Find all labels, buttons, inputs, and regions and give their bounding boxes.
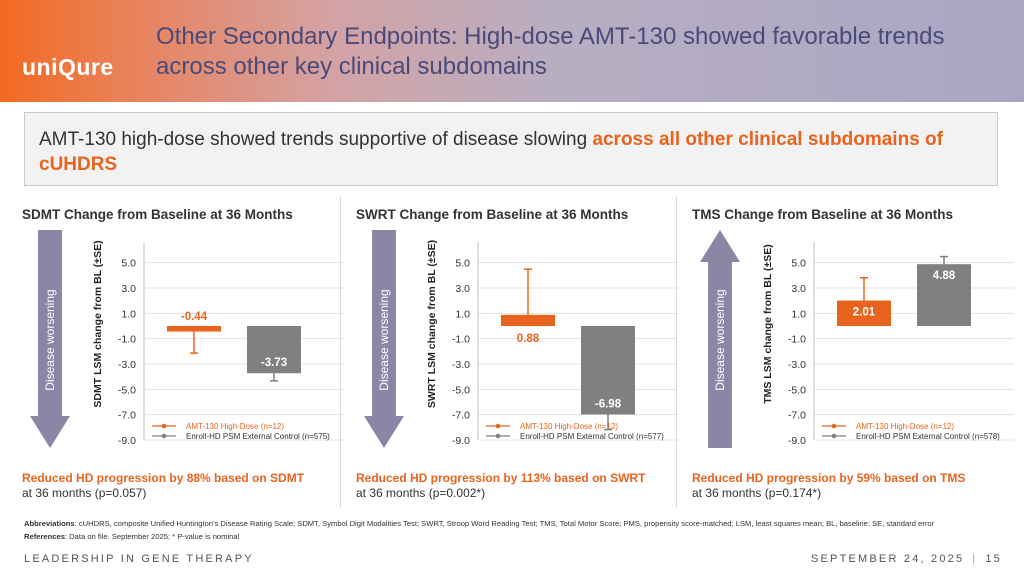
- y-tick-label: -9.0: [118, 435, 136, 447]
- references-note: References: Data on file. September 2025…: [24, 531, 1004, 542]
- references-label: References: [24, 532, 65, 541]
- key-message-box: AMT-130 high-dose showed trends supporti…: [24, 112, 998, 186]
- legend-label: Enroll-HD PSM External Control (n=577): [520, 432, 664, 441]
- summary-headline: Reduced HD progression by 88% based on S…: [22, 471, 305, 485]
- footnotes: Abbreviations: cUHDRS, composite Unified…: [24, 518, 1004, 542]
- y-axis-label: TMS LSM change from BL (±SE): [762, 244, 774, 404]
- y-tick-label: -7.0: [788, 410, 806, 422]
- swrt-bar-chart: 5.0 3.0 1.0 -1.0 -3.0 -5.0 -7.0 -9.0 0.88 -6.98 AM…: [452, 242, 678, 447]
- y-tick-label: -1.0: [788, 334, 806, 346]
- key-message-highlight: across all other clinical subdomains of …: [39, 129, 943, 175]
- chart-summary: Reduced HD progression by 59% based on T…: [692, 471, 965, 501]
- legend-marker: [161, 423, 167, 429]
- y-tick-label: -5.0: [118, 384, 136, 396]
- page-number: 15: [985, 553, 1002, 565]
- footer-separator: |: [972, 553, 978, 565]
- key-message-text: AMT-130 high-dose showed trends supporti…: [39, 129, 593, 150]
- y-tick-label: -7.0: [118, 410, 136, 422]
- footer-tagline: LEADERSHIP IN GENE THERAPY: [24, 553, 254, 565]
- key-message: AMT-130 high-dose showed trends supporti…: [39, 127, 979, 177]
- chart-summary: Reduced HD progression by 88% based on S…: [22, 471, 304, 501]
- swrt-chart-panel: SWRT Change from Baseline at 36 Months D…: [356, 200, 686, 510]
- bar-control: [247, 326, 301, 374]
- panel-divider: [676, 196, 677, 508]
- y-tick-label: 5.0: [455, 258, 470, 270]
- summary-detail: at 36 months (p=0.002*): [356, 486, 486, 500]
- abbreviations-note: Abbreviations: cUHDRS, composite Unified…: [24, 518, 1004, 529]
- abbreviations-text: : cUHDRS, composite Unified Huntington's…: [74, 519, 935, 528]
- slide-title: Other Secondary Endpoints: High-dose AMT…: [156, 23, 945, 80]
- legend-label: Enroll-HD PSM External Control (n=578): [856, 432, 1000, 441]
- footer-date: SEPTEMBER 24, 2025: [810, 553, 965, 565]
- bar-control: [581, 326, 635, 415]
- chart-title: SWRT Change from Baseline at 36 Months: [356, 207, 629, 222]
- footer-date-page: SEPTEMBER 24, 2025 | 15: [811, 553, 1002, 565]
- chart-summary: Reduced HD progression by 113% based on …: [356, 471, 645, 501]
- legend-label: AMT-130 High-Dose (n=12): [520, 422, 618, 431]
- legend-label: AMT-130 High-Dose (n=12): [856, 422, 954, 431]
- y-tick-label: -9.0: [452, 435, 470, 447]
- y-tick-label: -1.0: [118, 334, 136, 346]
- summary-detail: at 36 months (p=0.174*): [692, 486, 822, 500]
- legend-marker: [495, 433, 501, 439]
- y-tick-label: -3.0: [788, 359, 806, 371]
- bar-amt130: [167, 326, 221, 332]
- references-text: : Data on file. September 2025; * P-valu…: [64, 532, 240, 541]
- abbreviations-label: Abbreviations: [24, 519, 75, 528]
- tms-chart-panel: TMS Change from Baseline at 36 Months Di…: [692, 200, 1022, 510]
- y-tick-label: 3.0: [121, 283, 136, 295]
- bar-control: [917, 264, 971, 326]
- legend-label: AMT-130 High-Dose (n=12): [186, 422, 284, 431]
- legend-marker: [495, 423, 501, 429]
- y-tick-label: 3.0: [791, 283, 806, 295]
- data-label: -3.73: [261, 357, 287, 369]
- y-tick-label: -5.0: [788, 384, 806, 396]
- legend-marker: [831, 433, 837, 439]
- y-tick-label: -7.0: [452, 410, 470, 422]
- disease-worsening-arrow-up: [700, 230, 740, 448]
- y-tick-label: 5.0: [791, 258, 806, 270]
- arrow-label: Disease worsening: [43, 289, 57, 391]
- arrow-label: Disease worsening: [377, 289, 391, 391]
- sdmt-bar-chart: 5.0 3.0 1.0 -1.0 -3.0 -5.0 -7.0 -9.0 -0.44 -3.73 A…: [118, 242, 344, 447]
- y-tick-label: -1.0: [452, 334, 470, 346]
- summary-headline: Reduced HD progression by 59% based on T…: [692, 471, 966, 485]
- data-label: -0.44: [181, 311, 208, 323]
- y-tick-label: -3.0: [118, 359, 136, 371]
- chart-title: SDMT Change from Baseline at 36 Months: [22, 207, 293, 222]
- y-tick-label: 1.0: [121, 308, 136, 320]
- legend-label: Enroll-HD PSM External Control (n=575): [186, 432, 330, 441]
- y-tick-label: 3.0: [455, 283, 470, 295]
- data-label: 0.88: [517, 333, 540, 345]
- header-banner: uniQure Other Secondary Endpoints: High-…: [0, 0, 1024, 102]
- y-tick-label: -9.0: [788, 435, 806, 447]
- disease-worsening-arrow-down: [30, 230, 70, 448]
- y-tick-label: 5.0: [121, 258, 136, 270]
- chart-title: TMS Change from Baseline at 36 Months: [692, 207, 954, 222]
- bar-amt130: [501, 314, 555, 326]
- tms-bar-chart: 5.0 3.0 1.0 -1.0 -3.0 -5.0 -7.0 -9.0 2.01 4.88 AMT…: [788, 242, 1014, 447]
- panel-divider: [340, 196, 341, 508]
- y-tick-label: 1.0: [791, 308, 806, 320]
- legend-marker: [831, 423, 837, 429]
- sdmt-chart-panel: SDMT Change from Baseline at 36 Months D…: [22, 200, 352, 510]
- y-tick-label: -3.0: [452, 359, 470, 371]
- bar-amt130: [837, 300, 891, 326]
- legend-marker: [161, 433, 167, 439]
- y-tick-label: 1.0: [455, 308, 470, 320]
- data-label: -6.98: [595, 398, 622, 410]
- data-label: 4.88: [933, 270, 956, 282]
- disease-worsening-arrow-down: [364, 230, 404, 448]
- y-axis-label: SWRT LSM change from BL (±SE): [426, 239, 438, 409]
- data-label: 2.01: [853, 307, 876, 319]
- y-axis-label: SDMT LSM change from BL (±SE): [92, 240, 104, 408]
- summary-headline: Reduced HD progression by 113% based on …: [356, 471, 646, 485]
- uniqure-logo: uniQure: [22, 54, 114, 80]
- y-tick-label: -5.0: [452, 384, 470, 396]
- summary-detail: at 36 months (p=0.057): [22, 486, 147, 500]
- arrow-label: Disease worsening: [713, 289, 727, 391]
